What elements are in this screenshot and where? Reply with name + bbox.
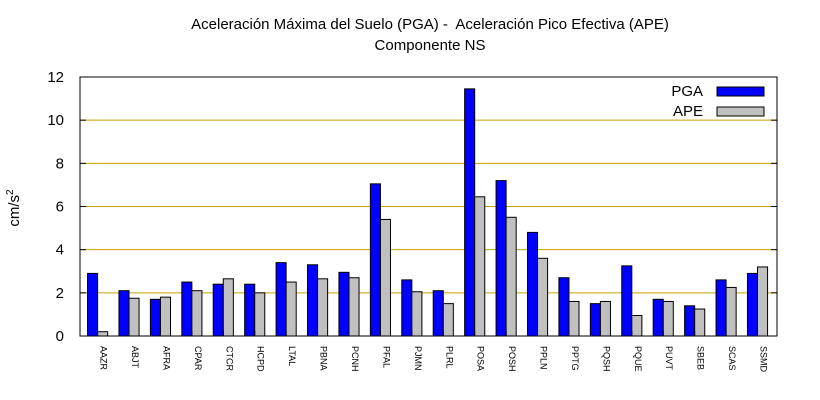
gridlines <box>80 119 777 294</box>
x-tick-label-ltal: LTAL <box>287 346 297 366</box>
bar-ape-aazr <box>97 331 109 337</box>
bar-pga-pfal <box>369 183 381 337</box>
bar-ape-scas <box>725 286 737 337</box>
x-axis: AAZR ABJT AFRA CPAR CTCR HCPD LTAL PBNA PCNH PFAL… <box>97 331 769 373</box>
bar-pga-pptg <box>558 277 570 337</box>
bar-pga-pqsh <box>589 303 601 337</box>
bar-pga-sbeb <box>684 305 696 337</box>
x-tick-label-aazr: AAZR <box>99 346 109 371</box>
bar-ape-pcnh <box>348 277 360 337</box>
x-tick-label-pbna: PBNA <box>319 346 329 371</box>
y-tick-label-10: 10 <box>47 112 64 129</box>
bar-ape-plrl <box>442 303 454 337</box>
legend-label-ape: APE <box>673 103 703 120</box>
bar-ape-ltal <box>285 281 297 337</box>
bar-pga-ctcr <box>212 283 224 337</box>
bar-ape-posa <box>474 196 486 337</box>
chart-title-line1: Aceleración Máxima del Suelo (PGA) - Ace… <box>191 16 669 33</box>
bar-pga-posh <box>495 180 507 337</box>
x-tick-label-pque: PQUE <box>633 346 643 372</box>
y-tick-label-12: 12 <box>47 69 64 86</box>
bar-ape-ppln <box>537 257 549 337</box>
x-tick-label-ppln: PPLN <box>539 346 549 370</box>
x-tick-label-pfal: PFAL <box>381 346 391 368</box>
y-axis: 0 2 4 6 8 10 12 <box>47 69 777 345</box>
legend: PGA APE <box>671 83 765 120</box>
x-tick-label-afra: AFRA <box>161 346 171 370</box>
legend-label-pga: PGA <box>671 83 703 100</box>
bar-pga-ssmd <box>746 272 759 337</box>
bar-pga-aazr <box>87 272 99 337</box>
x-tick-label-puvt: PUVT <box>664 346 674 371</box>
bar-ape-pfal <box>379 218 391 337</box>
bar-ape-sbeb <box>694 308 706 337</box>
x-tick-label-ssmd: SSMD <box>759 346 769 373</box>
chart-title: Aceleración Máxima del Suelo (PGA) - Ace… <box>0 14 820 56</box>
bar-ape-pjmn <box>411 291 423 337</box>
bar-pga-ltal <box>275 262 287 337</box>
y-tick-label-8: 8 <box>56 155 64 172</box>
bar-ape-afra <box>159 296 172 337</box>
bar-pga-scas <box>715 279 727 337</box>
bar-ape-pqsh <box>599 300 611 337</box>
x-tick-label-cpar: CPAR <box>193 346 203 371</box>
bar-pga-hcpd <box>244 283 256 337</box>
chart-subtitle: Componente NS <box>374 37 486 54</box>
bar-pga-pjmn <box>401 279 413 337</box>
bar-ape-ssmd <box>757 266 769 337</box>
y-axis-label-superscript: 2 <box>5 189 16 195</box>
y-tick-label-2: 2 <box>56 285 64 302</box>
bar-pga-pbna <box>307 264 319 337</box>
bar-pga-pcnh <box>338 271 350 337</box>
y-tick-label-6: 6 <box>56 199 64 216</box>
y-axis-label: cm/s2 <box>5 189 23 227</box>
legend-swatch-ape <box>716 106 765 117</box>
bar-pga-puvt <box>652 298 664 337</box>
x-tick-label-pptg: PPTG <box>570 346 580 371</box>
x-tick-label-pqsh: PQSH <box>601 346 611 372</box>
y-tick-label-0: 0 <box>56 328 64 345</box>
bar-pga-cpar <box>181 281 193 337</box>
legend-swatch-pga <box>716 86 765 97</box>
x-tick-label-posh: POSH <box>507 346 517 372</box>
x-tick-label-abjt: ABJT <box>130 346 140 369</box>
bar-ape-pque <box>631 314 643 337</box>
x-tick-label-posa: POSA <box>476 346 486 371</box>
bar-pga-abjt <box>118 290 130 337</box>
bar-pga-afra <box>149 298 161 337</box>
y-axis-label-text: cm/s <box>6 195 23 227</box>
x-tick-label-sbeb: SBEB <box>696 346 706 370</box>
x-tick-label-pcnh: PCNH <box>350 346 360 372</box>
bar-ape-hcpd <box>254 292 266 337</box>
bar-ape-cpar <box>191 290 203 337</box>
bar-ape-abjt <box>128 297 140 337</box>
bar-pga-pque <box>621 265 633 337</box>
bar-ape-puvt <box>662 300 674 337</box>
bar-ape-ctcr <box>222 278 234 337</box>
bar-ape-posh <box>505 216 517 337</box>
bar-pga-posa <box>464 88 476 337</box>
bar-pga-ppln <box>526 231 539 337</box>
bar-ape-pptg <box>568 300 580 337</box>
x-tick-label-plrl: PLRL <box>444 346 454 369</box>
x-tick-label-pjmn: PJMN <box>413 346 423 371</box>
bar-pga-plrl <box>432 290 444 337</box>
bar-ape-pbna <box>317 278 329 337</box>
x-tick-label-ctcr: CTCR <box>224 346 234 371</box>
y-tick-label-4: 4 <box>56 242 64 259</box>
x-tick-label-hcpd: HCPD <box>256 346 266 372</box>
x-tick-label-scas: SCAS <box>727 346 737 371</box>
bars <box>87 88 769 337</box>
